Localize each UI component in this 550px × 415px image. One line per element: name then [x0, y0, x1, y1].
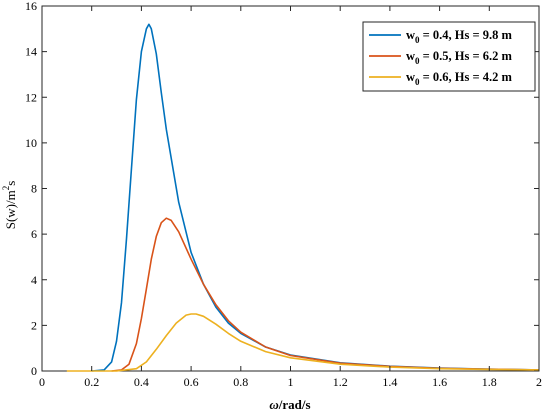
legend-item: w0 = 0.6, Hs = 4.2 m [369, 70, 512, 87]
legend-label-w: w [406, 70, 415, 84]
x-tick-label: 0.2 [84, 375, 99, 389]
y-tick-label: 4 [31, 273, 37, 287]
x-axis-label: ω/rad/s [269, 397, 310, 412]
y-tick-label: 12 [25, 90, 37, 104]
y-tick-label: 16 [25, 0, 37, 13]
legend: w0 = 0.4, Hs = 9.8 mw0 = 0.5, Hs = 6.2 m… [362, 21, 536, 92]
y-tick-label: 0 [31, 364, 37, 378]
y-axis-label-main: S(w)/m [3, 190, 18, 229]
x-axis-label-omega: ω [269, 397, 278, 412]
axis-labels: ω/rad/s S(w)/m2s [1, 181, 311, 412]
legend-label: w0 = 0.4, Hs = 9.8 m [406, 28, 512, 45]
legend-label-w: w [406, 49, 415, 63]
series-layer [66, 23, 540, 372]
legend-item: w0 = 0.5, Hs = 6.2 m [369, 49, 512, 66]
legend-item: w0 = 0.4, Hs = 9.8 m [369, 28, 512, 45]
y-tick-label: 14 [25, 45, 37, 59]
legend-label-sub: 0 [415, 56, 420, 66]
legend-label-rest: = 0.4, Hs = 9.8 m [420, 28, 513, 42]
x-tick-label: 2 [536, 375, 542, 389]
x-tick-label: 0.8 [233, 375, 248, 389]
y-axis-label-tail: s [3, 181, 18, 186]
legend-label: w0 = 0.6, Hs = 4.2 m [406, 70, 512, 87]
legend-label-rest: = 0.5, Hs = 6.2 m [420, 49, 513, 63]
series-line-2 [111, 217, 540, 372]
x-tick-label: 0.6 [184, 375, 199, 389]
y-tick-label: 2 [31, 318, 37, 332]
x-tick-label: 1.2 [333, 375, 348, 389]
y-axis-label-sup: 2 [1, 186, 11, 191]
x-axis-label-units: /rad/s [278, 397, 311, 412]
legend-label-rest: = 0.6, Hs = 4.2 m [420, 70, 513, 84]
x-tick-label: 1.4 [382, 375, 397, 389]
x-tick-label: 1.8 [482, 375, 497, 389]
ticks-layer: 0 0.2 0.4 0.6 0.8 1 1.2 1.4 1.6 1.8 2 0 2 4 6 8 10 12 14 16 [25, 0, 542, 389]
x-tick-label: 1.6 [432, 375, 447, 389]
legend-label-sub: 0 [415, 77, 420, 87]
legend-label-w: w [406, 28, 415, 42]
y-tick-label: 6 [31, 227, 37, 241]
x-tick-label: 0.4 [134, 375, 149, 389]
legend-label-sub: 0 [415, 35, 420, 45]
series-line-3 [66, 313, 540, 372]
x-tick-label: 0 [39, 375, 45, 389]
y-tick-label: 8 [31, 182, 37, 196]
x-tick-label: 1 [288, 375, 294, 389]
legend-label: w0 = 0.5, Hs = 6.2 m [406, 49, 512, 66]
y-tick-label: 10 [25, 136, 37, 150]
y-axis-label: S(w)/m2s [1, 181, 18, 230]
